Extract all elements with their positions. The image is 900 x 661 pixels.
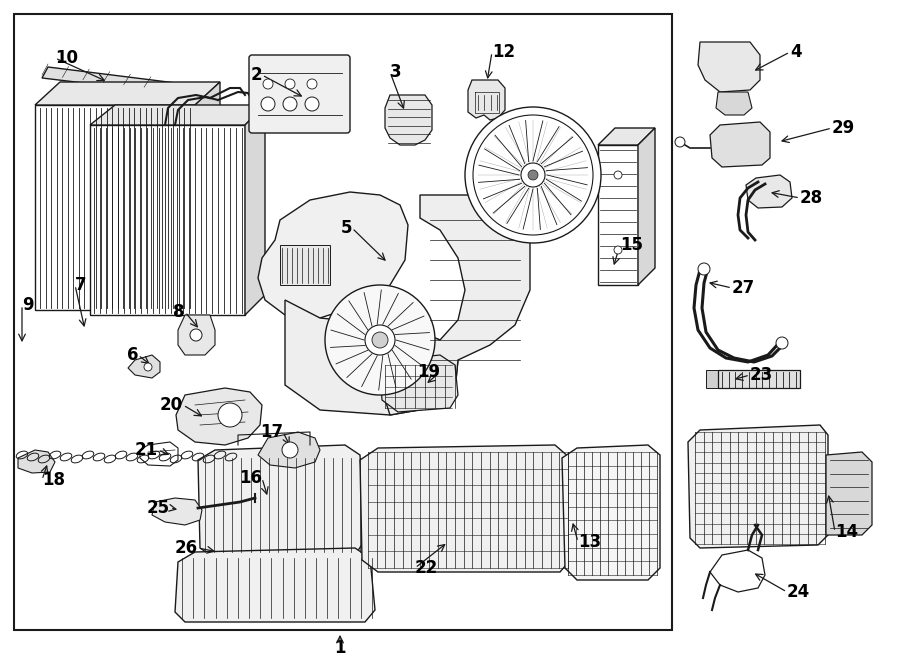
Polygon shape xyxy=(42,67,192,95)
Polygon shape xyxy=(90,105,265,125)
Polygon shape xyxy=(385,95,432,145)
Polygon shape xyxy=(152,498,202,525)
Polygon shape xyxy=(360,445,572,572)
Text: 22: 22 xyxy=(415,559,438,577)
Polygon shape xyxy=(598,128,655,145)
Polygon shape xyxy=(176,388,262,445)
Polygon shape xyxy=(746,175,792,208)
Polygon shape xyxy=(258,192,408,318)
Circle shape xyxy=(190,329,202,341)
Circle shape xyxy=(521,163,545,187)
Polygon shape xyxy=(826,452,872,535)
FancyBboxPatch shape xyxy=(249,55,350,133)
Bar xyxy=(14,14,672,630)
Bar xyxy=(718,370,800,388)
Polygon shape xyxy=(258,432,320,468)
Text: 13: 13 xyxy=(578,533,601,551)
Text: 1: 1 xyxy=(334,639,346,657)
Circle shape xyxy=(218,403,242,427)
Text: 27: 27 xyxy=(732,279,755,297)
Circle shape xyxy=(528,170,538,180)
Polygon shape xyxy=(598,145,638,285)
Circle shape xyxy=(365,325,395,355)
Circle shape xyxy=(307,79,317,89)
Text: 8: 8 xyxy=(174,303,185,321)
Text: 23: 23 xyxy=(750,366,773,384)
Circle shape xyxy=(675,137,685,147)
Circle shape xyxy=(144,363,152,371)
Text: 28: 28 xyxy=(800,189,824,207)
Circle shape xyxy=(473,115,593,235)
Polygon shape xyxy=(178,315,215,355)
Polygon shape xyxy=(688,425,828,548)
Polygon shape xyxy=(380,355,458,412)
Polygon shape xyxy=(90,125,245,315)
Text: 9: 9 xyxy=(22,296,33,314)
Text: 10: 10 xyxy=(55,49,78,67)
Polygon shape xyxy=(710,122,770,167)
Text: 26: 26 xyxy=(175,539,198,557)
Text: 11: 11 xyxy=(542,206,565,224)
Polygon shape xyxy=(698,42,760,92)
Text: 3: 3 xyxy=(390,63,401,81)
Circle shape xyxy=(776,337,788,349)
Polygon shape xyxy=(710,550,765,592)
Polygon shape xyxy=(35,82,220,105)
Text: 17: 17 xyxy=(260,423,283,441)
Text: 15: 15 xyxy=(620,236,643,254)
Circle shape xyxy=(261,97,275,111)
Circle shape xyxy=(263,79,273,89)
Polygon shape xyxy=(175,548,375,622)
Circle shape xyxy=(372,332,388,348)
Polygon shape xyxy=(198,445,365,558)
Polygon shape xyxy=(195,82,220,310)
Polygon shape xyxy=(35,105,195,310)
Text: 19: 19 xyxy=(417,363,440,381)
Text: 29: 29 xyxy=(832,119,855,137)
Text: 18: 18 xyxy=(42,471,65,489)
Polygon shape xyxy=(245,105,265,315)
Text: 5: 5 xyxy=(340,219,352,237)
Polygon shape xyxy=(140,442,178,466)
Circle shape xyxy=(285,79,295,89)
Polygon shape xyxy=(638,128,655,285)
Circle shape xyxy=(283,97,297,111)
Circle shape xyxy=(282,442,298,458)
Polygon shape xyxy=(468,80,505,120)
Text: 7: 7 xyxy=(75,276,86,294)
Polygon shape xyxy=(716,92,752,115)
Text: 2: 2 xyxy=(250,66,262,84)
Circle shape xyxy=(305,97,319,111)
Text: 4: 4 xyxy=(790,43,802,61)
Polygon shape xyxy=(285,300,458,415)
Polygon shape xyxy=(128,355,160,378)
Circle shape xyxy=(698,263,710,275)
Bar xyxy=(706,370,720,388)
Polygon shape xyxy=(360,195,530,415)
Circle shape xyxy=(614,246,622,254)
Text: 6: 6 xyxy=(127,346,138,364)
Text: 21: 21 xyxy=(135,441,158,459)
Text: 20: 20 xyxy=(160,396,183,414)
Circle shape xyxy=(325,285,435,395)
Text: 25: 25 xyxy=(147,499,170,517)
Text: 16: 16 xyxy=(239,469,262,487)
Text: 12: 12 xyxy=(492,43,515,61)
Text: 14: 14 xyxy=(835,523,858,541)
Bar xyxy=(280,245,330,285)
Circle shape xyxy=(614,171,622,179)
Polygon shape xyxy=(18,450,55,473)
Polygon shape xyxy=(562,445,660,580)
Text: 24: 24 xyxy=(787,583,810,601)
Circle shape xyxy=(465,107,601,243)
